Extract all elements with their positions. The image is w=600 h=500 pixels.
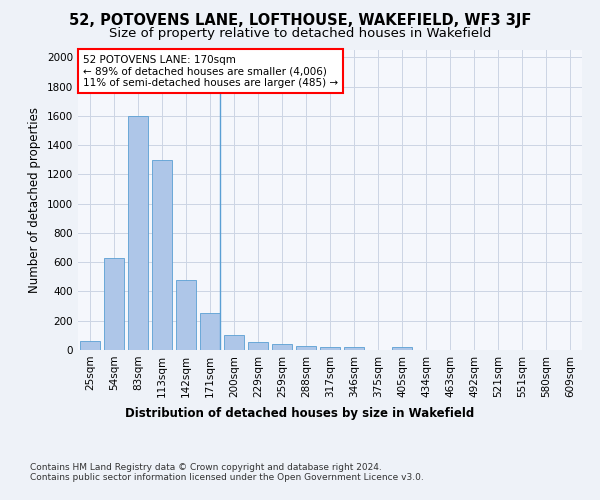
Bar <box>392 348 412 350</box>
Text: Distribution of detached houses by size in Wakefield: Distribution of detached houses by size … <box>125 408 475 420</box>
Bar <box>320 347 340 350</box>
Bar <box>344 348 364 350</box>
Bar <box>104 258 124 350</box>
Text: Contains HM Land Registry data © Crown copyright and database right 2024.
Contai: Contains HM Land Registry data © Crown c… <box>30 462 424 482</box>
Text: 52, POTOVENS LANE, LOFTHOUSE, WAKEFIELD, WF3 3JF: 52, POTOVENS LANE, LOFTHOUSE, WAKEFIELD,… <box>69 12 531 28</box>
Bar <box>80 341 100 350</box>
Bar <box>200 314 220 350</box>
Text: 52 POTOVENS LANE: 170sqm
← 89% of detached houses are smaller (4,006)
11% of sem: 52 POTOVENS LANE: 170sqm ← 89% of detach… <box>83 54 338 88</box>
Text: Size of property relative to detached houses in Wakefield: Size of property relative to detached ho… <box>109 28 491 40</box>
Bar <box>248 342 268 350</box>
Bar <box>128 116 148 350</box>
Y-axis label: Number of detached properties: Number of detached properties <box>28 107 41 293</box>
Bar <box>272 344 292 350</box>
Bar <box>176 280 196 350</box>
Bar <box>296 346 316 350</box>
Bar <box>224 336 244 350</box>
Bar <box>152 160 172 350</box>
